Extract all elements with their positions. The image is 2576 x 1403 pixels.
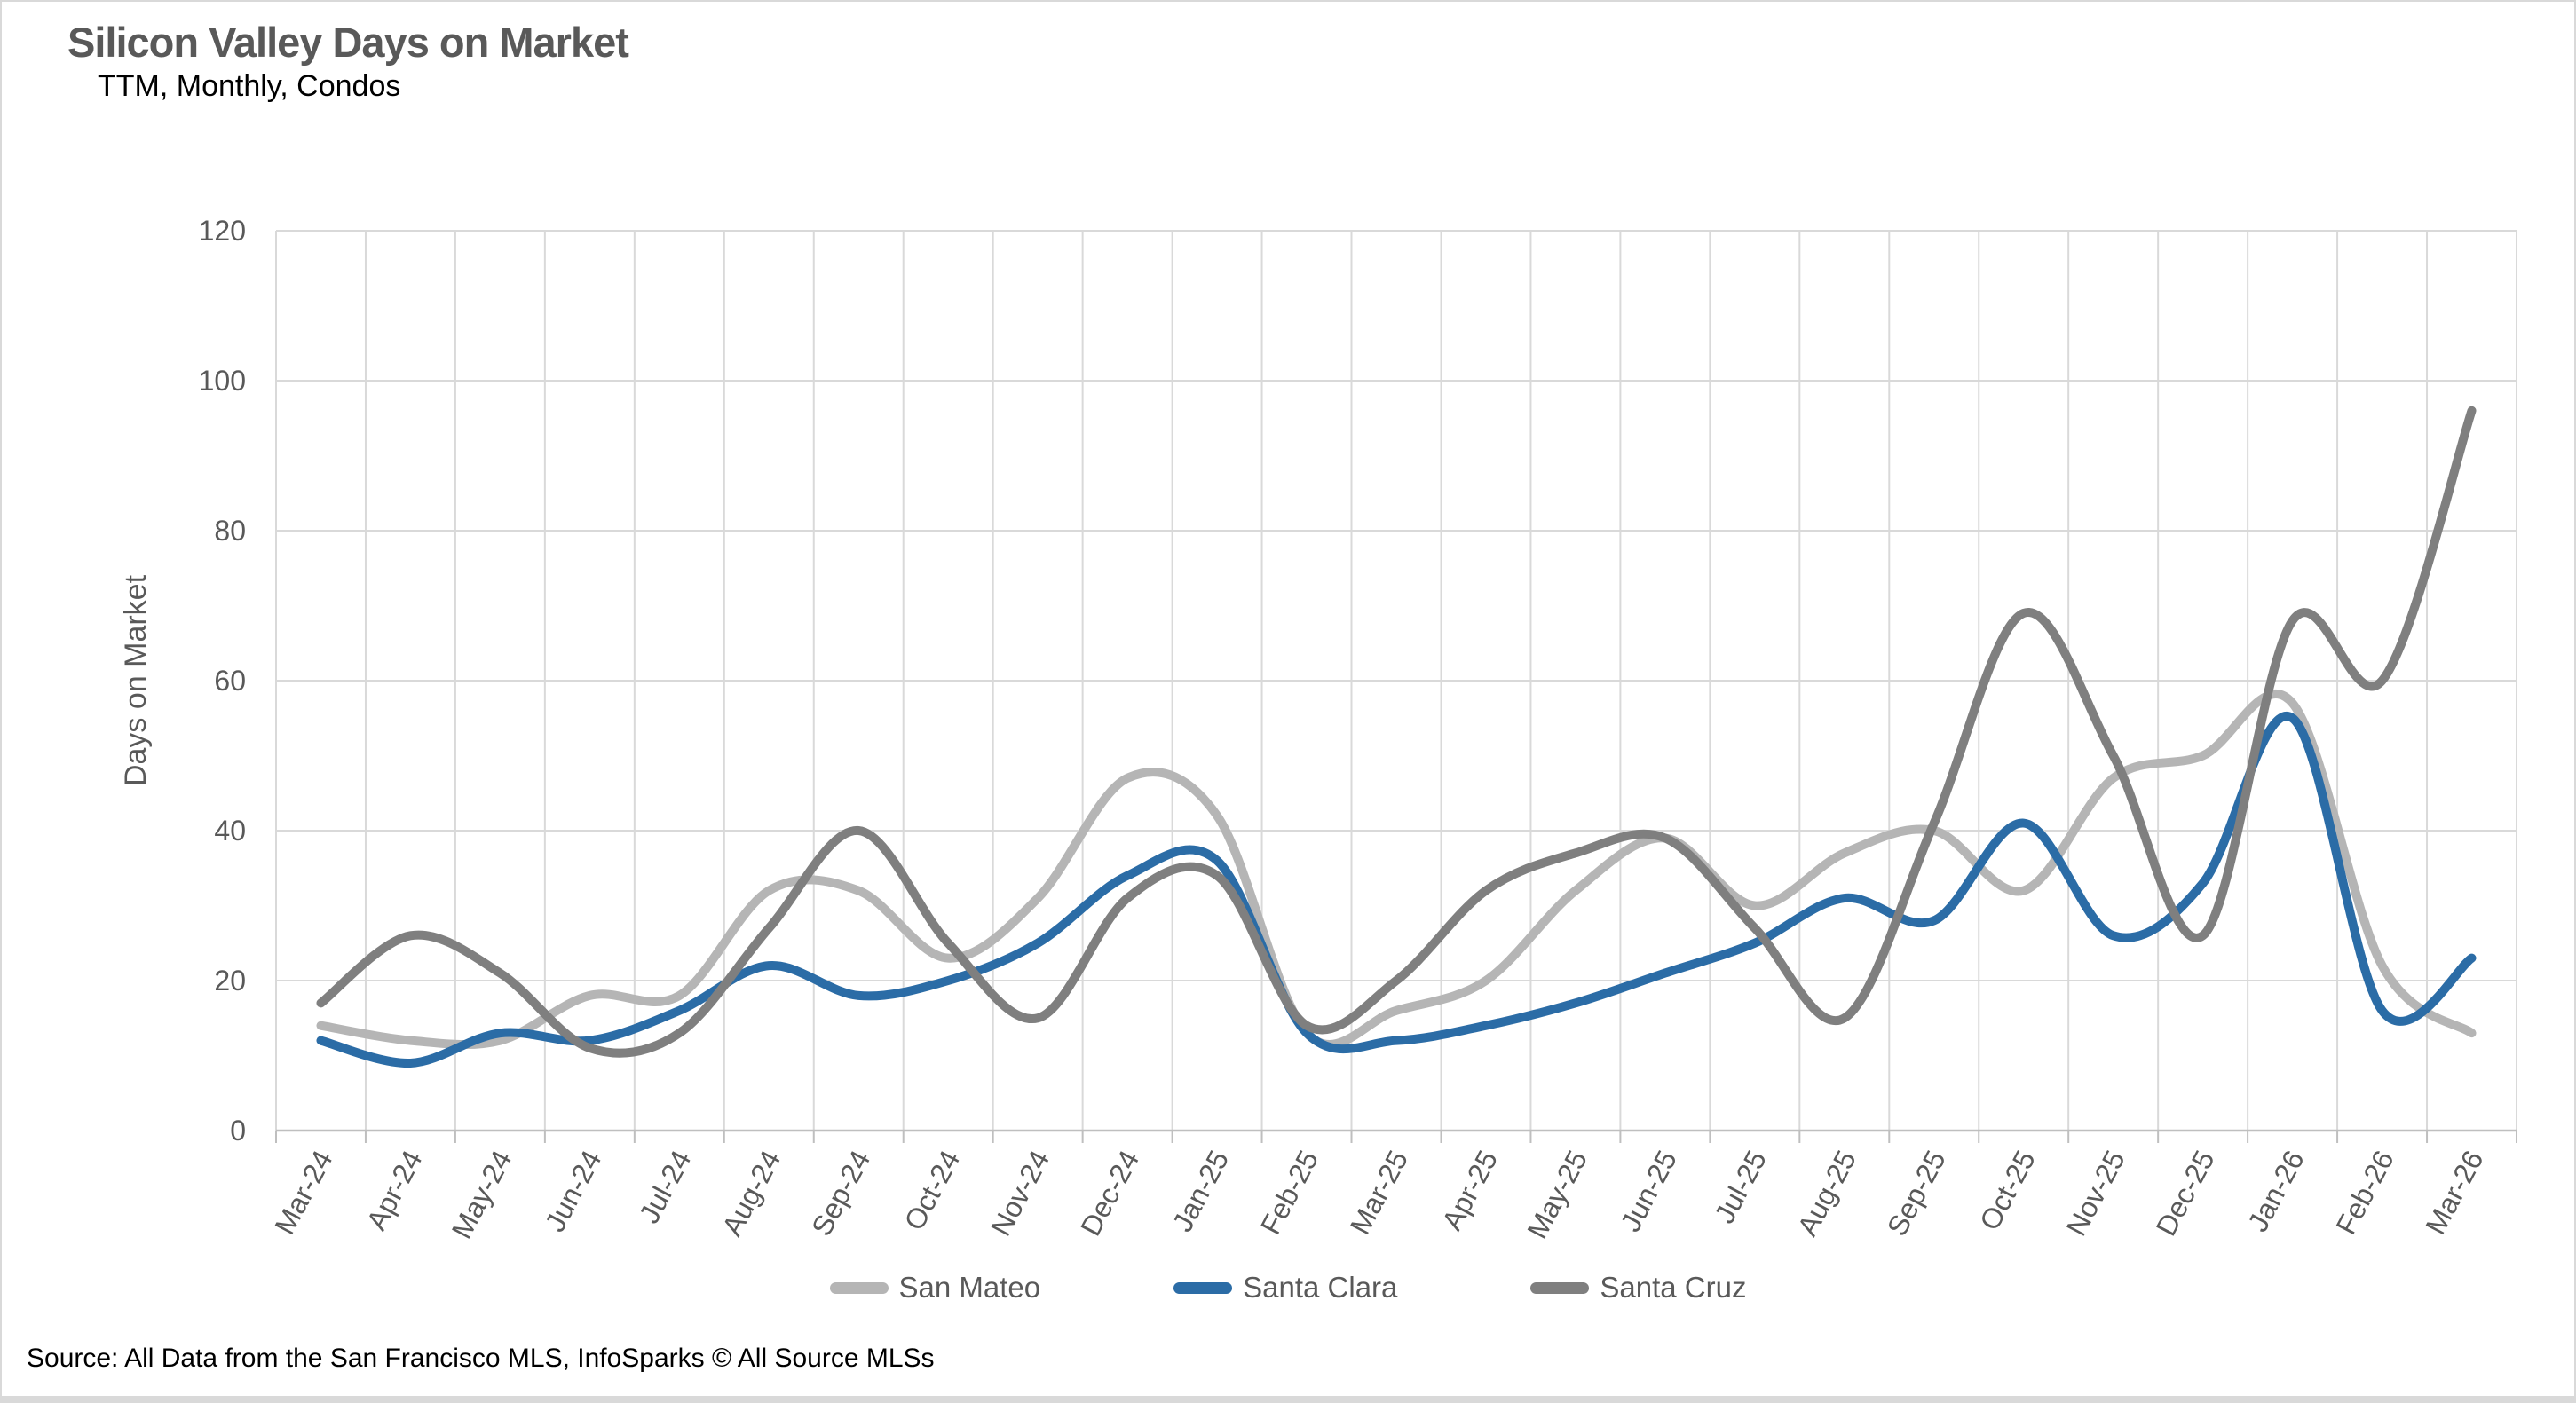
x-tick-label: Nov-24 <box>984 1145 1055 1241</box>
x-tick-label: Jan-26 <box>2241 1145 2311 1236</box>
chart-legend: San Mateo Santa Clara Santa Cruz <box>2 1271 2574 1304</box>
x-tick-label: Jul-25 <box>1708 1145 1773 1228</box>
legend-item-santa-cruz: Santa Cruz <box>1530 1271 1746 1304</box>
y-tick-label: 20 <box>214 965 246 997</box>
page-subtitle: TTM, Monthly, Condos <box>98 69 401 103</box>
x-tick-label: Nov-25 <box>2060 1145 2131 1241</box>
santa-cruz-swatch-icon <box>1530 1281 1590 1294</box>
x-tick-label: Apr-24 <box>360 1145 429 1235</box>
x-tick-label: Dec-25 <box>2150 1145 2221 1241</box>
x-tick-label: Jan-25 <box>1166 1145 1236 1236</box>
x-tick-label: May-24 <box>446 1145 518 1243</box>
x-tick-label: Mar-26 <box>2419 1145 2489 1239</box>
y-tick-label: 100 <box>199 365 246 397</box>
x-tick-label: Jun-25 <box>1614 1145 1683 1236</box>
x-tick-label: Sep-25 <box>1881 1145 1952 1241</box>
legend-label: Santa Cruz <box>1600 1271 1747 1304</box>
x-tick-label: Feb-25 <box>1254 1145 1324 1239</box>
x-tick-label: Jul-24 <box>633 1145 698 1228</box>
page-title: Silicon Valley Days on Market <box>67 19 629 66</box>
x-tick-label: Mar-24 <box>268 1145 338 1239</box>
x-tick-label: Oct-25 <box>1973 1145 2042 1235</box>
x-tick-label: Mar-25 <box>1344 1145 1414 1239</box>
y-axis-title: Days on Market <box>119 574 153 786</box>
x-tick-label: Oct-24 <box>898 1145 967 1235</box>
y-tick-label: 0 <box>230 1115 246 1147</box>
source-attribution: Source: All Data from the San Francisco … <box>27 1344 935 1373</box>
x-tick-label: May-25 <box>1521 1145 1593 1243</box>
series-line-san-mateo <box>316 690 2477 1050</box>
series-line-santa-cruz <box>316 406 2477 1058</box>
y-tick-label: 60 <box>214 665 246 697</box>
x-tick-label: Dec-24 <box>1074 1145 1145 1241</box>
y-tick-label: 40 <box>214 815 246 847</box>
x-tick-label: Aug-25 <box>1791 1145 1862 1241</box>
x-tick-label: Jun-24 <box>539 1145 608 1236</box>
x-tick-label: Apr-25 <box>1435 1145 1504 1235</box>
legend-label: San Mateo <box>898 1271 1041 1304</box>
legend-item-santa-clara: Santa Clara <box>1173 1271 1397 1304</box>
legend-item-san-mateo: San Mateo <box>829 1271 1041 1304</box>
legend-label: Santa Clara <box>1243 1271 1398 1304</box>
y-tick-label: 80 <box>214 515 246 547</box>
x-tick-label: Feb-26 <box>2329 1145 2399 1239</box>
santa-clara-swatch-icon <box>1173 1281 1233 1294</box>
san-mateo-swatch-icon <box>829 1281 889 1294</box>
y-tick-label: 120 <box>199 215 246 247</box>
x-tick-label: Sep-24 <box>805 1145 876 1241</box>
x-tick-label: Aug-24 <box>715 1145 786 1241</box>
